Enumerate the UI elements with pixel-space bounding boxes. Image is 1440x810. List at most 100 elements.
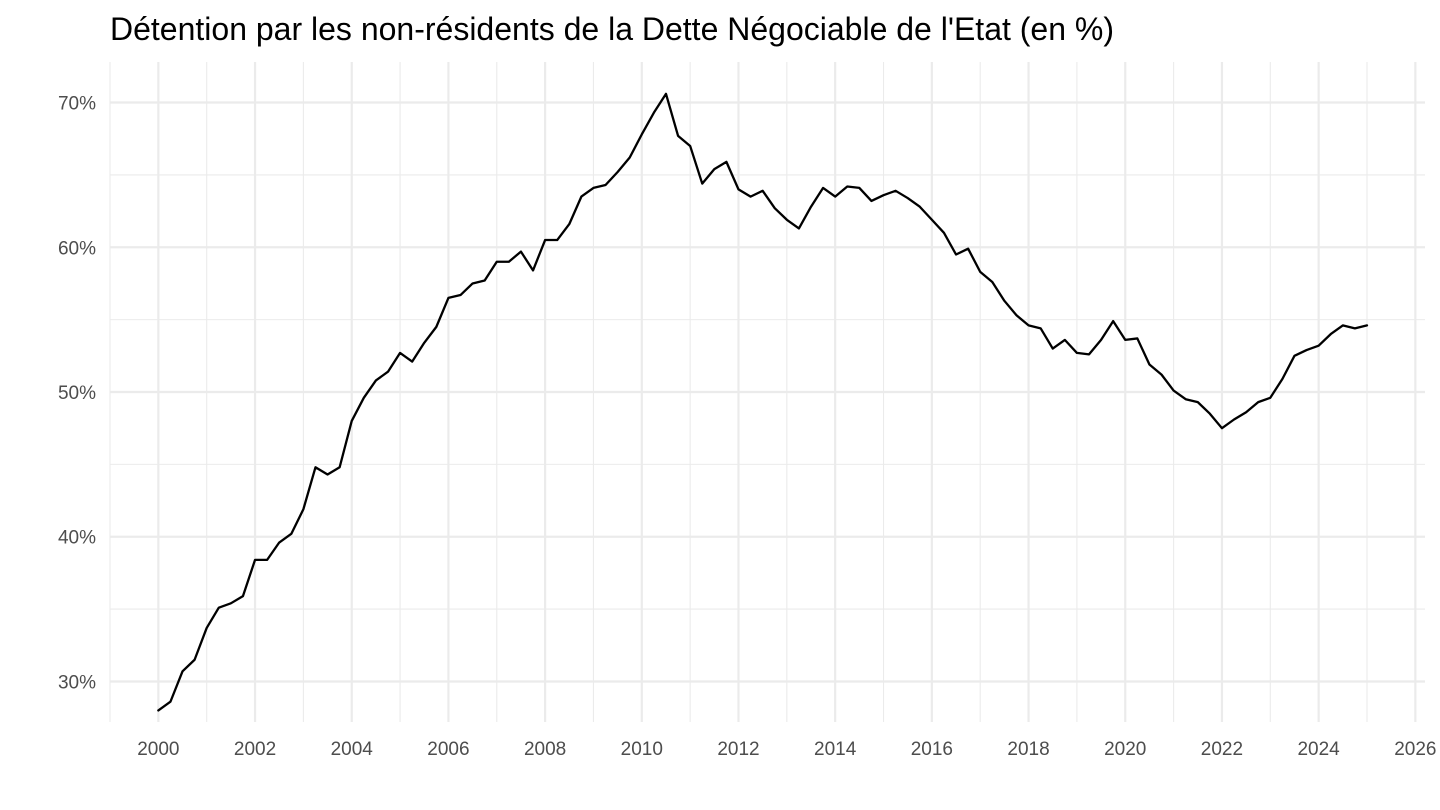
- x-tick-label: 2006: [427, 739, 469, 760]
- data-point: [338, 466, 340, 468]
- data-point: [1281, 378, 1283, 380]
- data-point: [991, 281, 993, 283]
- data-point: [471, 282, 473, 284]
- data-point: [1293, 355, 1295, 357]
- x-tick-label: 2004: [331, 739, 374, 760]
- data-point: [1209, 413, 1211, 415]
- y-tick-label: 50%: [58, 383, 96, 404]
- data-point: [737, 188, 739, 190]
- x-axis-tick-labels: 2000 2002 2004 2006 2008 2010 2012 2014 2016 2018…: [137, 739, 1436, 760]
- data-point: [1269, 397, 1271, 399]
- data-point: [1184, 398, 1186, 400]
- x-tick-label: 2024: [1297, 739, 1340, 760]
- data-point: [1330, 333, 1332, 335]
- data-point: [193, 659, 195, 661]
- data-point: [955, 253, 957, 255]
- data-point: [1136, 337, 1138, 339]
- data-point: [1015, 314, 1017, 316]
- data-point: [423, 342, 425, 344]
- data-point: [230, 602, 232, 604]
- data-point: [399, 352, 401, 354]
- data-point: [242, 595, 244, 597]
- data-point: [508, 261, 510, 263]
- data-point: [254, 559, 256, 561]
- data-point: [616, 171, 618, 173]
- data-point: [363, 397, 365, 399]
- data-point: [157, 709, 159, 711]
- x-tick-label: 2008: [524, 739, 566, 760]
- data-point: [810, 206, 812, 208]
- data-point: [1342, 324, 1344, 326]
- data-point: [592, 187, 594, 189]
- y-axis-tick-labels: 30% 40% 50% 60% 70%: [58, 94, 96, 694]
- data-point: [496, 261, 498, 263]
- y-tick-label: 40%: [58, 528, 96, 549]
- x-tick-label: 2002: [234, 739, 276, 760]
- data-point: [1366, 324, 1368, 326]
- data-point: [725, 161, 727, 163]
- data-point: [979, 271, 981, 273]
- x-tick-label: 2020: [1104, 739, 1146, 760]
- data-point: [689, 145, 691, 147]
- data-point: [786, 219, 788, 221]
- data-point: [931, 219, 933, 221]
- y-tick-label: 70%: [58, 94, 96, 115]
- data-point: [266, 559, 268, 561]
- data-point: [205, 627, 207, 629]
- data-point: [761, 190, 763, 192]
- chart-title: Détention par les non-résidents de la De…: [110, 11, 1114, 47]
- x-tick-label: 2016: [911, 739, 953, 760]
- data-point: [1233, 418, 1235, 420]
- data-point: [302, 508, 304, 510]
- data-point: [435, 326, 437, 328]
- grid: [109, 62, 1425, 722]
- data-point: [798, 227, 800, 229]
- data-point: [749, 195, 751, 197]
- data-point: [387, 371, 389, 373]
- data-point: [520, 250, 522, 252]
- data-point: [1305, 349, 1307, 351]
- data-point: [1160, 373, 1162, 375]
- data-point: [822, 187, 824, 189]
- data-point: [834, 195, 836, 197]
- data-point: [169, 701, 171, 703]
- data-point: [641, 133, 643, 135]
- data-point: [870, 200, 872, 202]
- data-point: [629, 156, 631, 158]
- data-point: [1172, 389, 1174, 391]
- data-point: [1245, 411, 1247, 413]
- data-point: [919, 206, 921, 208]
- x-tick-label: 2014: [814, 739, 857, 760]
- data-point: [1052, 347, 1054, 349]
- data-point: [532, 269, 534, 271]
- x-tick-label: 2012: [717, 739, 759, 760]
- data-point: [1148, 363, 1150, 365]
- data-point: [1221, 427, 1223, 429]
- x-tick-label: 2010: [621, 739, 663, 760]
- y-tick-label: 30%: [58, 672, 96, 693]
- data-point: [846, 185, 848, 187]
- data-point: [677, 135, 679, 137]
- y-tick-label: 60%: [58, 238, 96, 259]
- data-point: [713, 168, 715, 170]
- data-point: [1027, 324, 1029, 326]
- data-point: [894, 190, 896, 192]
- data-point: [447, 297, 449, 299]
- data-point: [858, 187, 860, 189]
- data-point: [278, 541, 280, 543]
- data-point: [1257, 401, 1259, 403]
- data-point: [907, 197, 909, 199]
- data-point: [967, 248, 969, 250]
- data-point: [375, 379, 377, 381]
- data-point: [181, 670, 183, 672]
- data-point: [326, 473, 328, 475]
- data-point: [665, 93, 667, 95]
- data-point: [459, 294, 461, 296]
- x-tick-label: 2026: [1394, 739, 1436, 760]
- data-point: [351, 420, 353, 422]
- data-point: [604, 184, 606, 186]
- data-point: [544, 239, 546, 241]
- data-point: [218, 606, 220, 608]
- data-point: [1100, 339, 1102, 341]
